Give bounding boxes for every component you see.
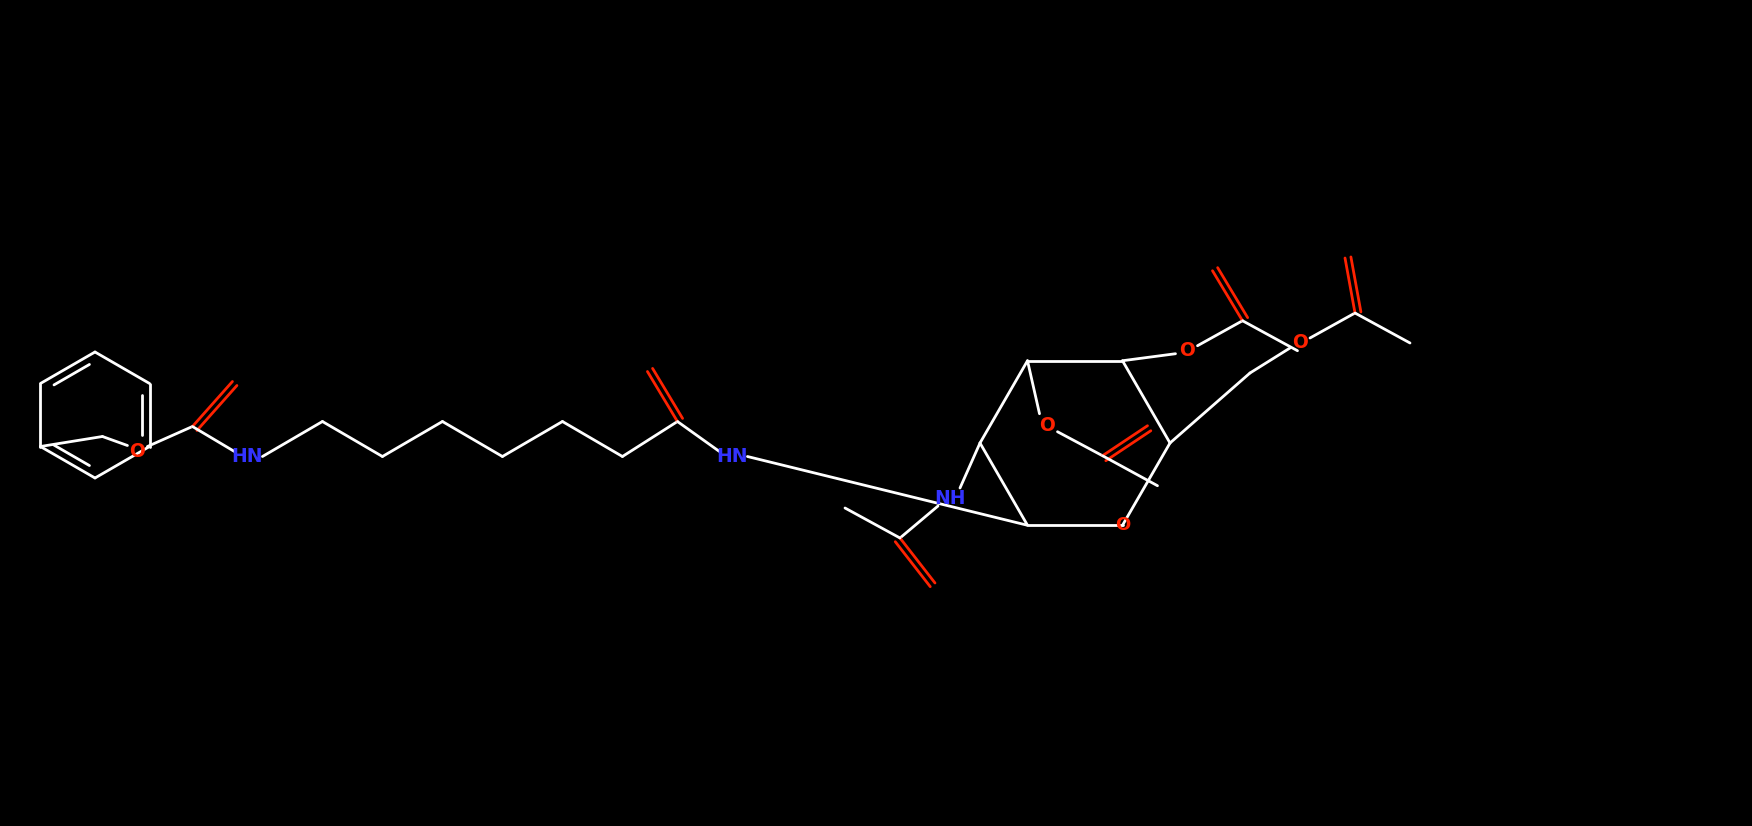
Text: O: O bbox=[1114, 516, 1130, 534]
Text: O: O bbox=[1039, 416, 1055, 435]
Text: O: O bbox=[130, 442, 145, 461]
Text: HN: HN bbox=[231, 447, 263, 466]
Text: HN: HN bbox=[717, 447, 748, 466]
Text: O: O bbox=[1291, 334, 1309, 353]
Text: O: O bbox=[1179, 341, 1195, 360]
Text: NH: NH bbox=[934, 488, 965, 507]
